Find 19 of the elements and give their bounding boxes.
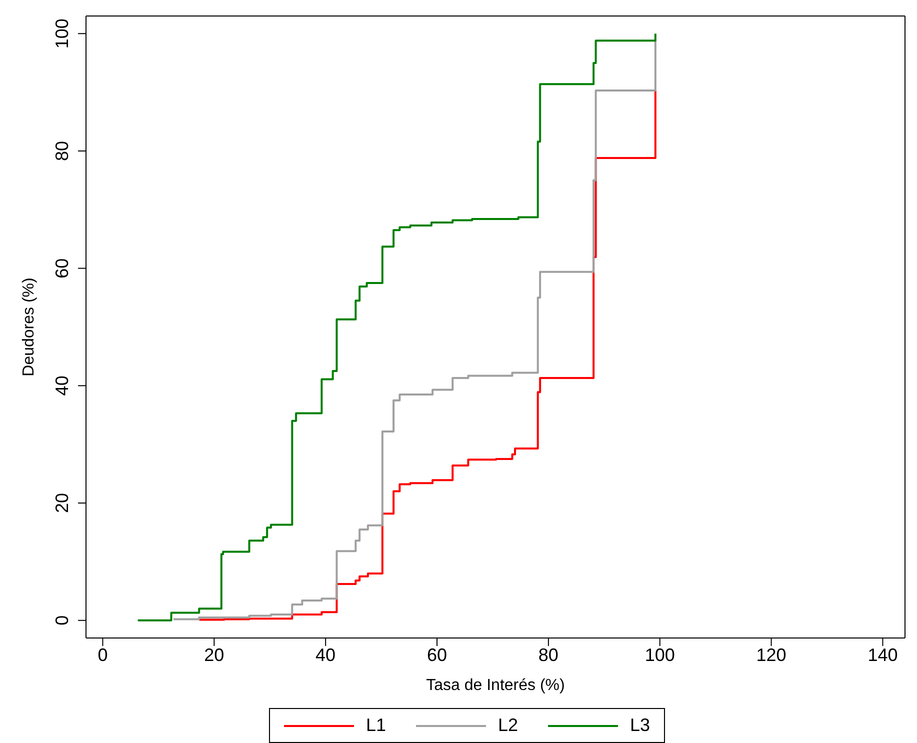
y-tick-label: 20 [52, 493, 72, 514]
y-tick-label: 100 [52, 18, 72, 49]
y-tick-label: 40 [52, 376, 72, 396]
x-axis-title: Tasa de Interés (%) [426, 677, 565, 694]
y-axis-title: Deudores (%) [20, 278, 38, 376]
y-tick-label: 60 [52, 258, 72, 278]
x-tick-label: 20 [204, 644, 224, 665]
x-tick-label: 100 [644, 644, 675, 665]
legend-label: L2 [498, 715, 518, 736]
x-tick-label: 60 [426, 644, 448, 665]
legend-label: L1 [366, 715, 386, 736]
x-tick-label: 120 [756, 644, 786, 665]
x-tick-label: 40 [316, 644, 336, 665]
y-tick-label: 80 [52, 140, 72, 161]
legend-label: L3 [630, 715, 650, 736]
x-tick-label: 80 [538, 644, 558, 665]
y-tick-label: 0 [52, 615, 72, 626]
x-tick-label: 0 [98, 644, 108, 665]
x-tick-label: 140 [868, 644, 898, 665]
